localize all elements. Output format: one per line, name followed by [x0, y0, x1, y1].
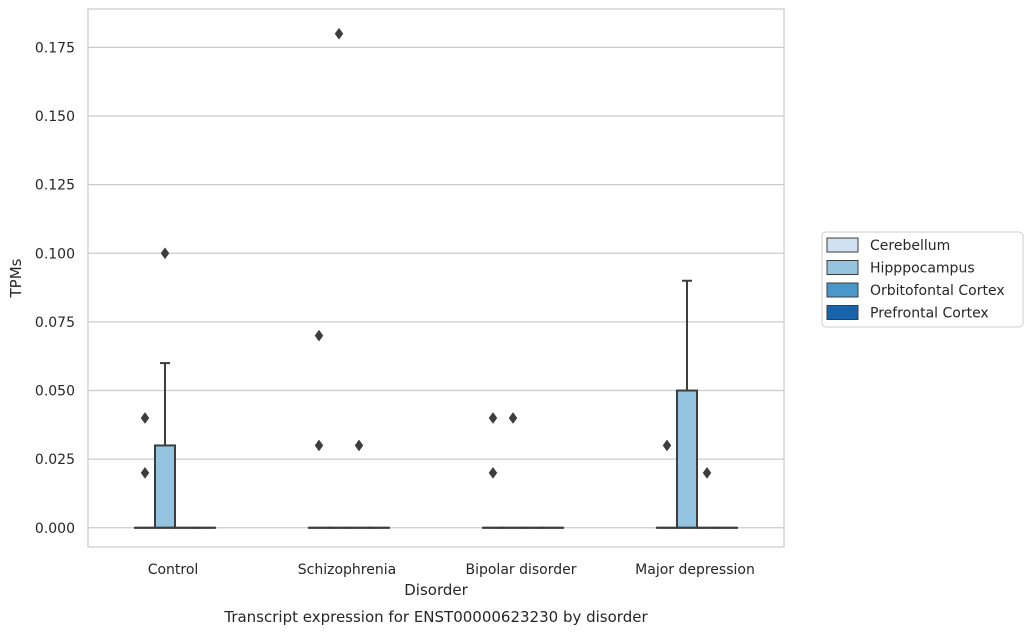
y-tick-label: 0.100	[35, 246, 75, 262]
x-tick-label: Control	[148, 562, 199, 578]
legend-label: Hipppocampus	[870, 261, 975, 277]
legend-label: Orbitofontal Cortex	[870, 283, 1005, 299]
legend: Cerebellum Hipppocampus Orbitofontal Corte…	[821, 231, 1024, 328]
legend-frame	[821, 231, 1024, 328]
y-axis-title: TPMs	[7, 258, 25, 298]
y-tick-label: 0.075	[35, 315, 75, 331]
x-tick-label: Schizophrenia	[298, 562, 396, 578]
box-cerebellum	[481, 412, 504, 529]
box-series	[133, 27, 739, 529]
outlier-point	[140, 412, 150, 424]
outlier-point	[488, 412, 498, 424]
legend-swatch	[826, 282, 859, 298]
legend-label: Cerebellum	[870, 238, 950, 254]
legend-swatch	[826, 260, 859, 275]
x-axis-title: Disorder	[404, 581, 468, 599]
outlier-point	[314, 329, 324, 342]
box-cerebellum	[133, 412, 156, 529]
box-hipppocampus	[327, 27, 350, 529]
gridlines	[88, 46, 784, 529]
box-orbitofontal-cortex	[348, 439, 371, 529]
outlier-point	[160, 247, 170, 260]
box-body	[153, 444, 177, 529]
outlier-point	[488, 466, 498, 479]
legend-label: Prefrontal Cortex	[870, 306, 989, 322]
box-orbitofontal-cortex	[696, 466, 719, 529]
y-tick-label: 0.175	[35, 40, 75, 56]
chart-caption: Transcript expression for ENST0000062323…	[223, 608, 648, 626]
x-tick-label: Bipolar disorder	[465, 562, 576, 578]
y-tick-label: 0.025	[35, 452, 75, 468]
box-hipppocampus	[675, 279, 698, 529]
box-cerebellum	[307, 329, 330, 529]
outlier-point	[702, 466, 712, 479]
legend-swatch	[826, 305, 859, 320]
y-tick-label: 0.000	[35, 521, 75, 537]
y-axis-ticks: 0.000 0.025 0.050 0.075 0.100 0.125 0.150 0.175	[35, 40, 75, 536]
x-axis-ticks: Control Schizophrenia Bipolar disorder Majo…	[148, 562, 755, 578]
plot-area	[87, 8, 785, 548]
outlier-point	[662, 439, 672, 452]
y-tick-label: 0.150	[35, 109, 75, 125]
y-tick-label: 0.050	[35, 384, 75, 400]
box-cerebellum	[655, 439, 678, 529]
x-tick-label: Major depression	[635, 562, 755, 578]
outlier-point	[314, 439, 324, 452]
box-hipppocampus	[501, 412, 524, 529]
legend-swatch	[826, 237, 859, 253]
outlier-point	[508, 412, 518, 424]
outlier-point	[354, 439, 364, 452]
box-body	[675, 389, 698, 529]
box-hipppocampus	[153, 247, 177, 529]
outlier-point	[334, 27, 344, 40]
y-tick-label: 0.125	[35, 178, 75, 194]
outlier-point	[140, 466, 150, 479]
